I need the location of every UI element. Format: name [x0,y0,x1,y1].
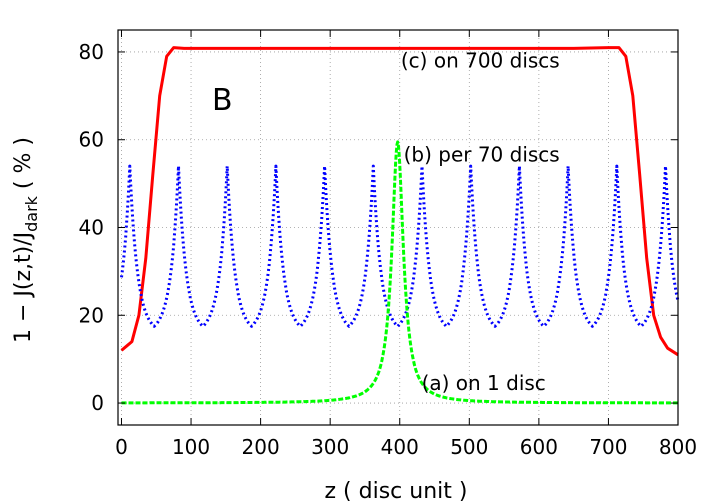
y-tick-label: 20 [79,303,104,327]
x-axis-label: z ( disc unit ) [325,479,468,504]
x-tick-label: 100 [172,435,210,459]
ticks: 0 100 200 300 400 500 600 700 800 0 20 40 60 80 [79,30,697,459]
y-tick-label: 80 [79,40,104,64]
y-axis-label: 1 − J(z,t)/Jdark ( % ) [11,137,41,343]
y-axis-label-main: 1 − J(z,t)/J [11,232,36,343]
grid [118,30,679,425]
x-tick-label: 700 [589,435,627,459]
x-tick-label: 600 [520,435,558,459]
annotation-series-c: (c) on 700 discs [401,48,560,72]
y-tick-label: 0 [91,391,104,415]
x-tick-label: 500 [450,435,488,459]
y-tick-label: 40 [79,216,104,240]
x-tick-label: 300 [311,435,349,459]
x-tick-label: 400 [381,435,419,459]
series-a-line [120,140,679,405]
x-tick-label: 0 [115,435,128,459]
series-c-line [120,46,679,357]
annotation-series-a: (a) on 1 disc [422,371,546,395]
y-axis-label-subscript: dark [22,195,41,232]
annotation-series-b: (b) per 70 discs [404,143,560,167]
x-tick-label: 200 [242,435,280,459]
panel-label: B [212,83,233,118]
y-axis-label-suffix: ( % ) [11,137,36,196]
plot-frame [117,29,679,426]
x-tick-label: 800 [659,435,697,459]
series-layer [120,46,680,405]
y-tick-label: 60 [79,128,104,152]
